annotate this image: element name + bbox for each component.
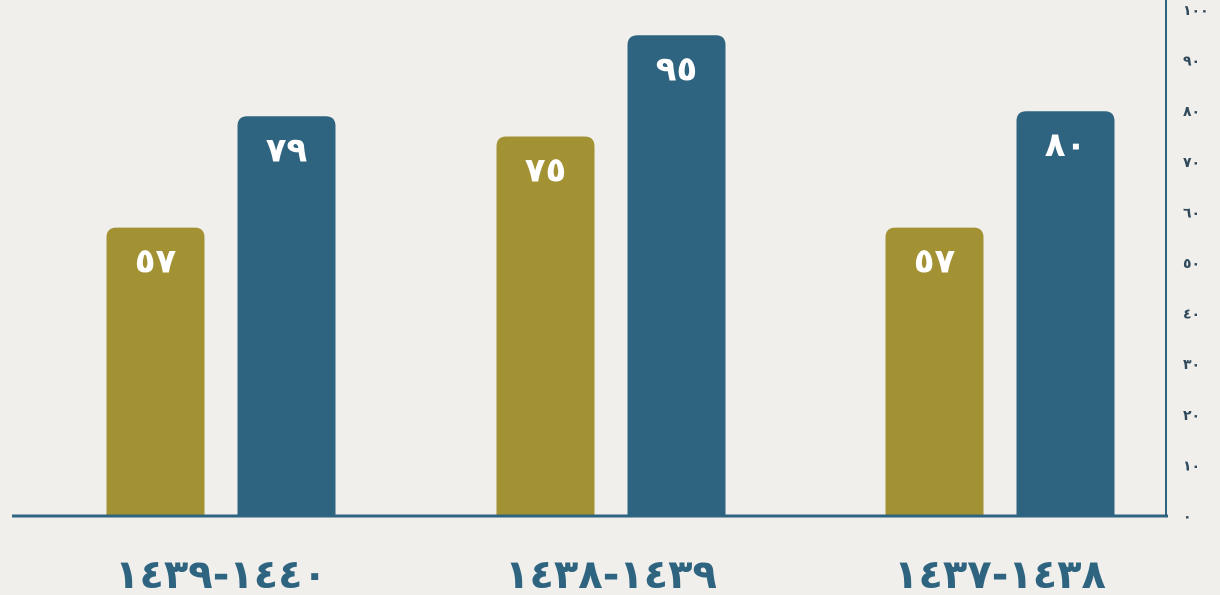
value-labels-group: ٥٧ ٧٩ ٧٥ ٩٥ ٥٧ ٨٠ — [135, 49, 1087, 281]
bar-1-1 — [627, 35, 726, 517]
category-label-1: ١٤٣٩-١٤٣٨ — [505, 552, 717, 595]
y-tick-label-7: ٧٠ — [1183, 155, 1200, 171]
y-tick-label-8: ٨٠ — [1183, 104, 1200, 120]
y-tick-label-5: ٥٠ — [1183, 256, 1200, 272]
bar-2-1 — [1016, 111, 1115, 516]
category-labels: ١٤٤٠-١٤٣٩ ١٤٣٩-١٤٣٨ ١٤٣٨-١٤٣٧ — [115, 552, 1106, 595]
y-tick-label-4: ٤٠ — [1183, 307, 1200, 323]
category-label-0: ١٤٤٠-١٤٣٩ — [115, 552, 327, 595]
bar-value-label-0-0: ٥٧ — [135, 242, 177, 282]
y-tick-label-3: ٣٠ — [1183, 357, 1200, 373]
bar-value-label-2-0: ٥٧ — [914, 242, 956, 282]
y-axis-tick-labels: ٠ ١٠ ٢٠ ٣٠ ٤٠ ٥٠ ٦٠ ٧٠ ٨٠ ٩٠ ١٠٠ — [1183, 3, 1209, 525]
category-label-2: ١٤٣٨-١٤٣٧ — [894, 552, 1106, 595]
y-tick-label-6: ٦٠ — [1183, 205, 1200, 221]
bar-value-label-1-1: ٩٥ — [656, 49, 698, 89]
y-tick-label-9: ٩٠ — [1183, 54, 1200, 70]
y-tick-label-0: ٠ — [1183, 509, 1192, 525]
bar-2-0 — [885, 227, 984, 516]
y-tick-label-2: ٢٠ — [1183, 408, 1200, 424]
bar-0-0 — [106, 227, 205, 516]
bar-0-1 — [237, 116, 336, 516]
bar-1-0 — [496, 136, 595, 516]
y-tick-label-10: ١٠٠ — [1183, 3, 1209, 19]
y-tick-label-1: ١٠ — [1183, 458, 1200, 474]
bar-value-label-0-1: ٧٩ — [266, 130, 308, 170]
bar-value-label-2-1: ٨٠ — [1045, 125, 1087, 165]
bar-value-label-1-0: ٧٥ — [525, 151, 567, 191]
bars-group — [106, 35, 1115, 517]
